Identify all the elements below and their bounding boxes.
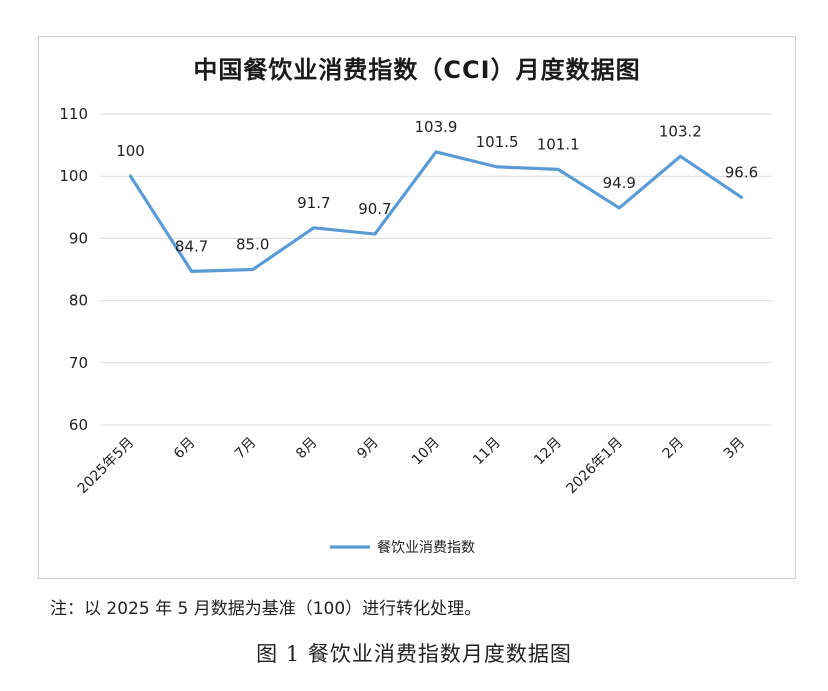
data-label: 85.0 [236, 236, 269, 254]
x-tick-label: 3月 [721, 435, 749, 463]
data-point [312, 226, 316, 230]
gridlines [100, 113, 772, 426]
y-tick-label: 100 [59, 167, 88, 185]
series-lines [128, 150, 744, 273]
footnote: 注：以 2025 年 5 月数据为基准（100）进行转化处理。 [50, 599, 482, 619]
y-axis-ticks: 60 70 80 90 100 110 [59, 105, 88, 434]
data-label: 91.7 [297, 194, 330, 212]
chart-title: 中国餐饮业消费指数（CCI）月度数据图 [193, 56, 641, 84]
x-tick-label: 6月 [171, 435, 199, 463]
data-label: 103.9 [415, 118, 458, 136]
x-tick-label: 2月 [660, 435, 688, 463]
y-tick-label: 60 [69, 416, 88, 434]
data-label: 101.1 [537, 135, 580, 153]
x-tick-label: 2025年5月 [75, 435, 138, 498]
y-tick-label: 70 [69, 354, 88, 372]
data-point [434, 150, 438, 154]
data-point [739, 195, 743, 199]
x-tick-label: 11月 [470, 435, 504, 469]
data-point [129, 174, 133, 178]
data-labels: 100 84.7 85.0 91.7 90.7 103.9 101.5 101.1 94.9 10… [116, 118, 758, 255]
y-tick-label: 90 [69, 229, 88, 247]
data-label: 103.2 [659, 122, 702, 140]
data-point [373, 232, 377, 236]
x-tick-label: 10月 [409, 435, 443, 469]
data-point [556, 167, 560, 171]
x-tick-label: 9月 [354, 435, 382, 463]
data-point [251, 268, 255, 271]
legend: 餐饮业消费指数 [330, 540, 475, 556]
data-point [495, 165, 499, 169]
data-point [678, 154, 682, 158]
series-line [128, 150, 744, 273]
data-label: 90.7 [358, 200, 391, 218]
x-tick-label: 7月 [232, 435, 260, 463]
y-tick-label: 80 [69, 292, 88, 310]
figure-caption: 图 1 餐饮业消费指数月度数据图 [256, 642, 572, 666]
data-point [617, 206, 621, 210]
data-point [190, 269, 194, 273]
data-label: 96.6 [725, 163, 758, 181]
data-label: 84.7 [175, 237, 208, 255]
y-tick-label: 110 [59, 105, 88, 123]
data-label: 100 [116, 142, 145, 160]
x-tick-label: 12月 [531, 435, 565, 469]
data-label: 94.9 [603, 174, 636, 192]
legend-label: 餐饮业消费指数 [377, 540, 475, 556]
data-label: 101.5 [476, 133, 519, 151]
x-tick-label: 8月 [293, 435, 321, 463]
x-tick-label: 2026年1月 [563, 435, 626, 498]
chart-frame [38, 36, 796, 579]
